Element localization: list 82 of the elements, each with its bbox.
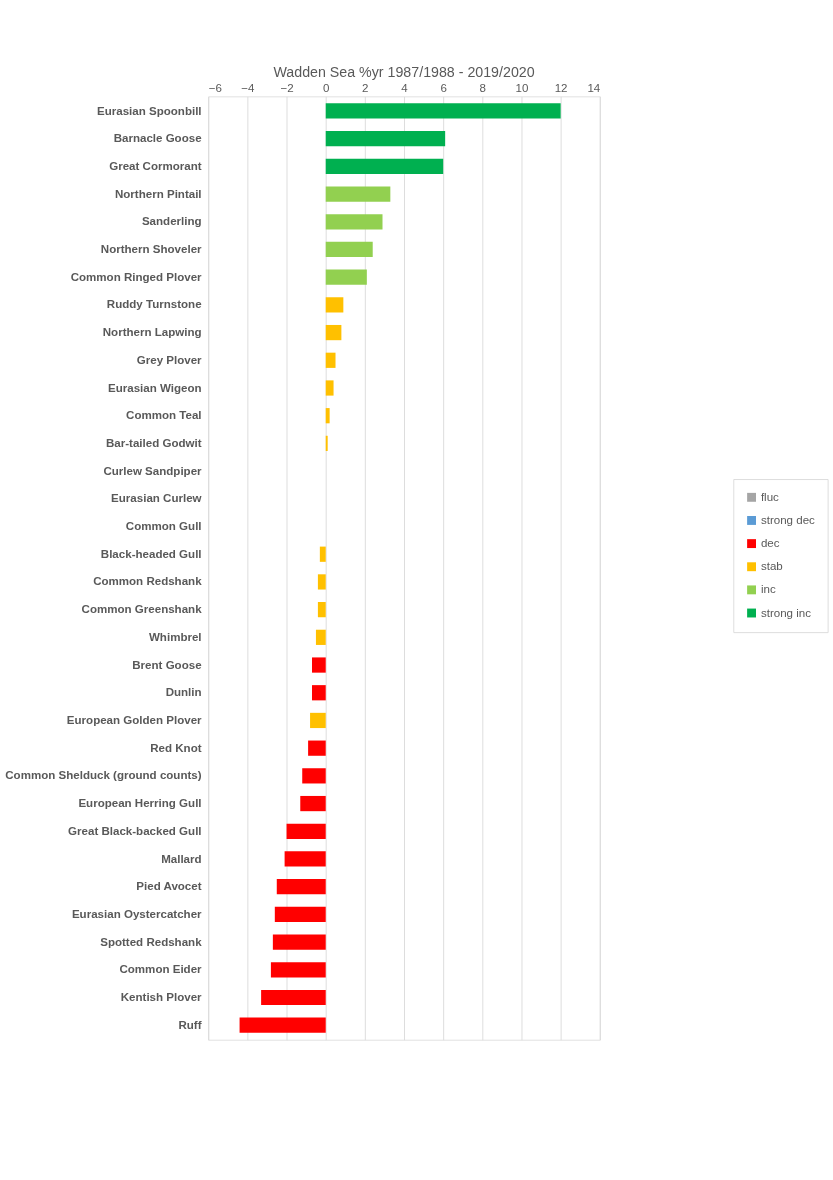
legend-label: stab [760,560,783,573]
y-tick-label: Curlew Sandpiper [103,464,203,477]
legend-label: strong inc [760,606,812,619]
bar [325,241,373,258]
y-tick-label: Great Cormorant [109,159,202,172]
y-tick-label: Dunlin [165,686,202,699]
y-tick-label: Whimbrel [148,630,202,643]
legend-label: fluc [760,490,780,503]
y-tick-label: Black-headed Gull [100,547,202,560]
y-tick-label: Common Gull [125,520,202,533]
x-tick-label: 0 [322,82,330,95]
bar [312,685,326,701]
y-tick-label: Northern Lapwing [102,326,202,339]
bar [325,408,330,424]
y-tick-label: Ruff [178,1018,202,1031]
y-tick-label: Eurasian Wigeon [108,381,202,394]
bar [312,657,326,673]
bar [239,1017,326,1033]
y-tick-label: Brent Goose [132,658,203,671]
y-tick-label: Spotted Redshank [100,935,203,948]
x-tick-label: −2 [280,82,294,95]
bar [317,602,326,618]
y-tick-label: Bar-tailed Godwit [105,436,202,449]
chart-title: Wadden Sea %yr 1987/1988 - 2019/2020 [273,63,535,80]
bar [272,934,326,950]
bar [325,186,391,202]
legend-label: dec [760,537,780,550]
bar [325,352,336,368]
bar [274,906,326,923]
bar [325,324,342,341]
x-tick-label: 8 [479,82,487,95]
y-tick-label: Great Black-backed Gull [68,824,202,837]
x-tick-label: −6 [208,82,222,95]
y-tick-label: European Herring Gull [78,797,202,810]
y-tick-label: Common Greenshank [81,603,203,616]
legend-label: inc [760,583,776,596]
legend-label: strong dec [760,514,816,527]
y-tick-label: Red Knot [150,741,202,754]
bar [325,103,561,119]
bar [319,546,326,562]
x-tick-label: 6 [440,82,447,95]
bar [315,629,326,645]
bar [302,768,326,784]
y-tick-label: Sanderling [141,215,202,228]
bar [325,269,367,285]
bar [276,879,326,895]
y-tick-label: Northern Pintail [114,187,202,200]
bar [286,823,326,839]
y-tick-label: Ruddy Turnstone [106,298,203,311]
bar [261,989,326,1006]
y-tick-label: Eurasian Spoonbill [97,104,202,117]
bar [325,297,344,313]
y-tick-label: Common Teal [126,409,202,422]
x-tick-label: −4 [241,82,256,95]
bar [325,214,383,230]
y-tick-label: European Golden Plover [66,714,203,727]
y-tick-label: Mallard [161,852,202,865]
y-tick-label: Eurasian Curlew [111,492,202,505]
x-tick-label: 10 [515,82,529,95]
y-tick-label: Kentish Plover [120,991,203,1004]
y-tick-label: Common Ringed Plover [70,270,203,283]
y-tick-label: Common Redshank [93,575,203,588]
bar [308,740,326,756]
y-tick-label: Barnacle Goose [113,132,203,145]
bar [300,795,326,812]
y-tick-label: Eurasian Oystercatcher [71,907,203,920]
bar [325,131,446,147]
y-tick-label: Common Eider [119,963,203,976]
bar [284,851,326,867]
x-tick-label: 12 [554,82,568,95]
bar [325,158,444,174]
bar [310,712,326,729]
bar [317,574,326,590]
y-tick-label: Northern Shoveler [100,243,203,256]
y-tick-label: Pied Avocet [136,880,202,893]
bar [325,380,334,396]
x-tick-label: 4 [401,82,409,95]
y-tick-label: Common Shelduck (ground counts) [5,769,202,782]
x-tick-label: 2 [362,82,369,95]
bar [270,962,326,978]
y-tick-label: Grey Plover [136,353,203,366]
x-tick-label: 14 [587,82,601,95]
